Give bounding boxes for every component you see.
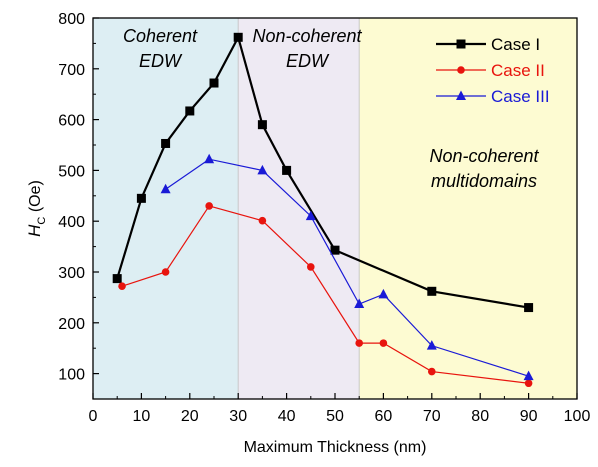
region-label-0-line-0: Coherent xyxy=(123,26,198,46)
series-1-point-1 xyxy=(161,268,170,276)
series-line-2 xyxy=(165,158,529,377)
x-tick-label-10: 100 xyxy=(564,408,591,425)
series-0-point-6 xyxy=(257,120,267,130)
x-tick-label-4: 40 xyxy=(278,408,296,425)
series-2-point-3 xyxy=(305,210,316,221)
series-0-point-8 xyxy=(330,245,340,255)
series-1-point-6 xyxy=(379,339,388,347)
region-label-0-line-1: EDW xyxy=(139,51,183,71)
series-2-point-6 xyxy=(426,340,437,350)
series-2-point-7 xyxy=(523,370,534,381)
region-label-2-line-1: multidomains xyxy=(431,171,537,191)
region-label-1-line-0: Non-coherent xyxy=(252,26,362,46)
region-2 xyxy=(359,18,577,399)
x-tick-label-7: 70 xyxy=(423,408,441,425)
y-axis-title-unit: (Oe) xyxy=(27,180,44,216)
x-tick-label-1: 10 xyxy=(133,408,151,425)
series-1-point-4 xyxy=(307,263,315,271)
y-tick-label-7: 800 xyxy=(58,11,85,28)
x-tick-label-5: 50 xyxy=(326,408,344,425)
series-1-point-0 xyxy=(118,282,126,291)
series-2-point-5 xyxy=(378,288,389,299)
series-0-point-10 xyxy=(524,303,534,313)
series-0-point-3 xyxy=(185,106,195,116)
y-tick-label-6: 700 xyxy=(58,62,85,79)
series-1-point-8 xyxy=(524,379,533,388)
legend-label-2: Case III xyxy=(491,87,550,106)
y-axis-title: HC (Oe) xyxy=(25,180,48,237)
y-axis-title-symbol: H xyxy=(25,224,44,237)
series-1-point-5 xyxy=(355,339,364,347)
x-tick-label-3: 30 xyxy=(229,408,247,425)
y-tick-label-3: 400 xyxy=(58,214,85,231)
legend-label-1: Case II xyxy=(491,61,545,80)
x-tick-label-0: 0 xyxy=(89,408,98,425)
y-tick-label-4: 500 xyxy=(58,163,85,180)
y-tick-label-2: 300 xyxy=(58,265,85,282)
x-tick-label-2: 20 xyxy=(181,408,199,425)
legend-marker-0 xyxy=(456,39,466,49)
series-2-point-1 xyxy=(204,153,215,164)
series-0-point-4 xyxy=(209,78,219,88)
series-2-point-4 xyxy=(354,298,365,309)
x-tick-label-9: 90 xyxy=(520,408,538,425)
legend-label-0: Case I xyxy=(491,35,540,54)
series-0-point-9 xyxy=(427,286,437,296)
series-1-point-7 xyxy=(428,367,436,376)
series-2-point-0 xyxy=(160,183,171,194)
x-tick-label-6: 60 xyxy=(375,408,393,425)
y-tick-label-1: 200 xyxy=(58,316,85,333)
y-axis-title-subscript: C xyxy=(36,217,48,225)
y-tick-label-0: 100 xyxy=(58,367,85,384)
series-0-point-1 xyxy=(136,193,146,203)
series-0-point-5 xyxy=(233,32,243,42)
series-0-point-7 xyxy=(282,165,292,175)
legend-marker-1 xyxy=(457,66,465,74)
region-label-1-line-1: EDW xyxy=(286,51,330,71)
y-tick-label-5: 600 xyxy=(58,113,85,130)
legend-marker-2 xyxy=(456,90,466,100)
series-0-point-2 xyxy=(161,138,171,148)
region-label-2-line-0: Non-coherent xyxy=(429,146,539,166)
x-tick-label-8: 80 xyxy=(471,408,489,425)
series-1-point-3 xyxy=(258,216,267,225)
series-1-point-2 xyxy=(205,202,213,210)
series-0-point-0 xyxy=(112,274,122,284)
series-2-point-2 xyxy=(257,164,268,175)
region-1 xyxy=(238,18,360,399)
x-axis-title: Maximum Thickness (nm) xyxy=(244,439,427,456)
